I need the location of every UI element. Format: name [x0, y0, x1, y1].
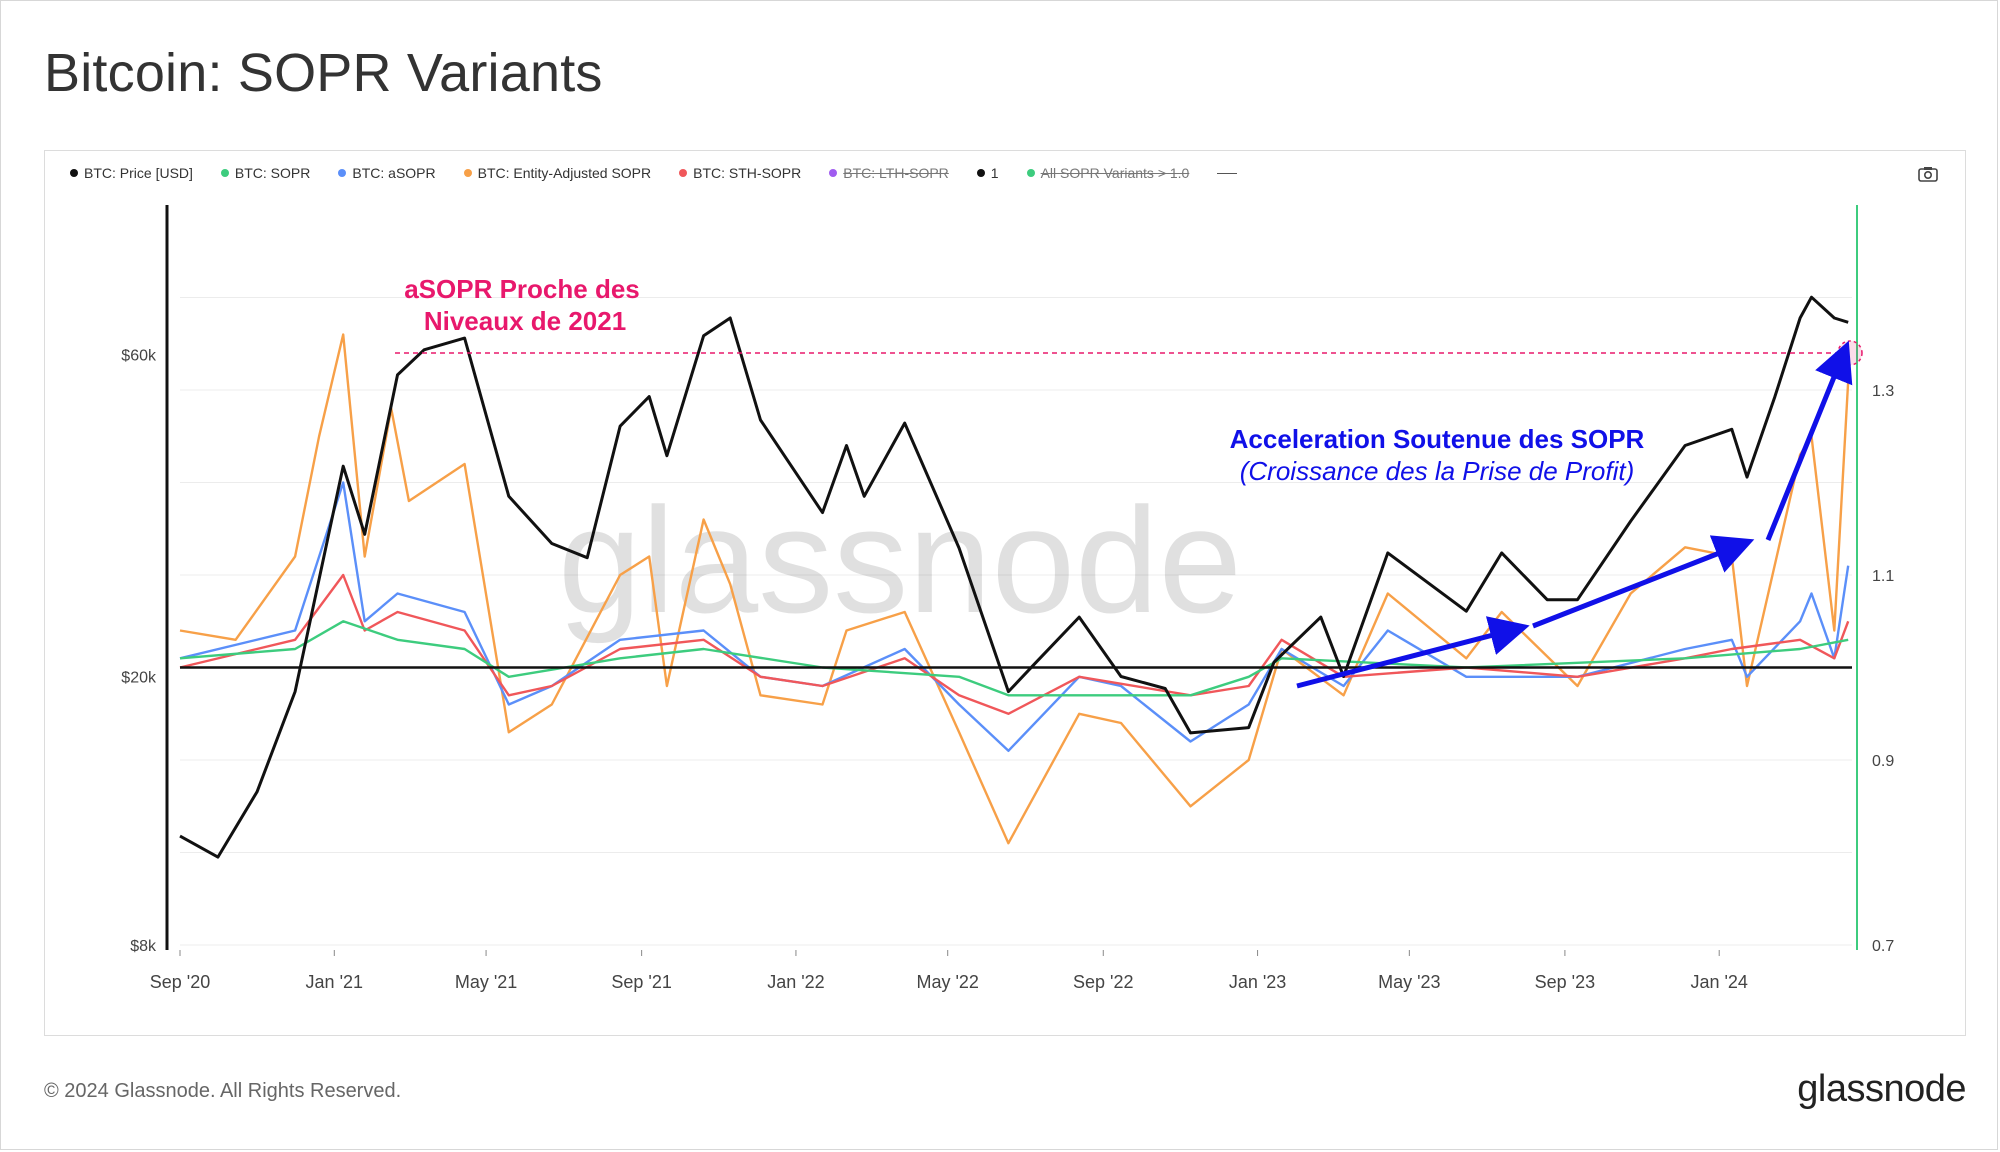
y-left-ticks: $8k $20k $60k — [121, 348, 157, 955]
x-tick-label: May '21 — [455, 972, 517, 992]
legend-item-entity-sopr[interactable]: BTC: Entity-Adjusted SOPR — [463, 165, 652, 181]
x-tick-label: Jan '24 — [1690, 972, 1747, 992]
legend-label: 1 — [990, 165, 999, 181]
y-right-tick-label: 0.7 — [1872, 938, 1894, 955]
series-line-btc-entity-adjusted-sopr — [179, 333, 1850, 845]
legend-dot-sth-sopr — [679, 169, 688, 177]
legend-item-price[interactable]: BTC: Price [USD] — [70, 165, 193, 181]
x-axis-ticks: Sep '20 Jan '21 May '21 Sep '21 Jan '22 May '… — [150, 950, 1748, 992]
x-tick-label: Sep '22 — [1073, 972, 1134, 992]
accel-annotation-line1: Acceleration Soutenue des SOPR — [1230, 424, 1645, 454]
legend-item-sopr[interactable]: BTC: SOPR — [220, 165, 311, 181]
y-right-tick-label: 1.1 — [1872, 568, 1894, 585]
footer-copyright: © 2024 Glassnode. All Rights Reserved. — [44, 1080, 402, 1102]
x-tick-label: Sep '20 — [150, 972, 211, 992]
legend-dot-all-variants — [1026, 169, 1035, 177]
legend-item-all-variants[interactable]: All SOPR Variants > 1.0 — [1026, 165, 1190, 181]
x-tick-label: Sep '23 — [1535, 972, 1596, 992]
legend-dot-entity-sopr — [463, 169, 472, 177]
series-line-btc-sopr — [179, 620, 1849, 697]
trend-arrow-3 — [1765, 340, 1853, 541]
x-tick-label: Jan '22 — [767, 972, 824, 992]
x-tick-label: Jan '23 — [1229, 972, 1286, 992]
y-left-tick-label: $60k — [121, 348, 157, 365]
trend-arrow-1 — [1296, 616, 1530, 689]
annotations: aSOPR Proche des Niveaux de 2021 Acceler… — [395, 274, 1863, 689]
legend-dot-one — [976, 169, 985, 177]
x-tick-label: Sep '21 — [611, 972, 672, 992]
legend-label: BTC: SOPR — [234, 165, 311, 181]
series-line-btc-sth-sopr — [179, 573, 1850, 715]
y-right-tick-label: 0.9 — [1872, 753, 1894, 770]
legend-dot-price — [70, 169, 78, 177]
trend-arrow-2 — [1532, 535, 1755, 629]
accel-annotation-line2: (Croissance des la Prise de Profit) — [1240, 456, 1634, 486]
asopr-annotation-line1: aSOPR Proche des — [404, 274, 640, 304]
legend-label: BTC: STH-SOPR — [693, 165, 802, 181]
legend-line-icon — [1217, 172, 1238, 174]
legend-label: BTC: LTH-SOPR — [843, 165, 949, 181]
legend-dot-sopr — [220, 169, 229, 177]
page-title: Bitcoin: SOPR Variants — [44, 43, 603, 103]
footer-logo: glassnode — [1797, 1068, 1966, 1110]
legend-item-lth-sopr[interactable]: BTC: LTH-SOPR — [829, 165, 949, 181]
camera-icon[interactable] — [1918, 166, 1938, 182]
legend-item-more[interactable] — [1217, 172, 1238, 174]
y-left-tick-label: $20k — [121, 670, 157, 687]
legend-item-asopr[interactable]: BTC: aSOPR — [338, 165, 436, 181]
legend-label: BTC: Entity-Adjusted SOPR — [477, 165, 652, 181]
y-left-tick-label: $8k — [130, 938, 157, 955]
x-tick-label: Jan '21 — [306, 972, 363, 992]
y-right-tick-label: 1.3 — [1872, 383, 1894, 400]
legend: BTC: Price [USD] BTC: SOPR BTC: aSOPR BT… — [70, 162, 1238, 184]
asopr-annotation-line2: Niveaux de 2021 — [424, 306, 626, 336]
x-tick-label: May '23 — [1378, 972, 1440, 992]
series-line-btc-price-usd- — [179, 295, 1849, 859]
legend-label: BTC: Price [USD] — [84, 165, 193, 181]
x-tick-label: May '22 — [916, 972, 978, 992]
legend-dot-lth-sopr — [829, 169, 838, 177]
legend-item-sth-sopr[interactable]: BTC: STH-SOPR — [679, 165, 801, 181]
legend-item-one[interactable]: 1 — [976, 165, 999, 181]
legend-label: BTC: aSOPR — [352, 165, 436, 181]
legend-dot-asopr — [338, 169, 347, 177]
legend-label: All SOPR Variants > 1.0 — [1040, 165, 1190, 181]
y-right-ticks: 0.7 0.9 1.1 1.3 — [1872, 383, 1894, 955]
watermark: glassnode — [558, 476, 1242, 644]
series-lines — [179, 295, 1850, 859]
